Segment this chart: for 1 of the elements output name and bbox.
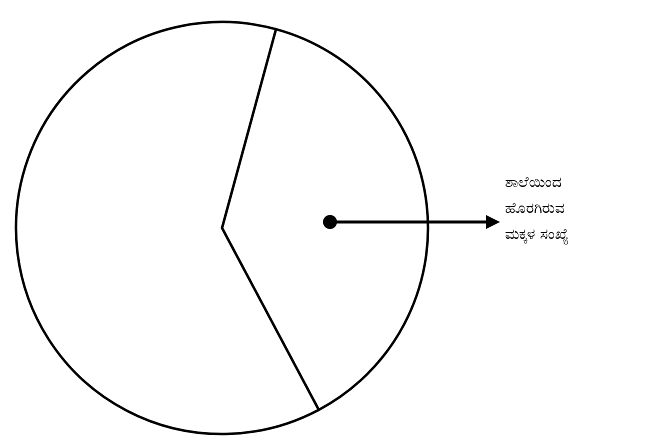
slice-label: ಶಾಲೆಯಿಂದ ಹೊರಗಿರುವ ಮಕ್ಕಳ ಸಂಖ್ಯೆ [505,173,569,245]
